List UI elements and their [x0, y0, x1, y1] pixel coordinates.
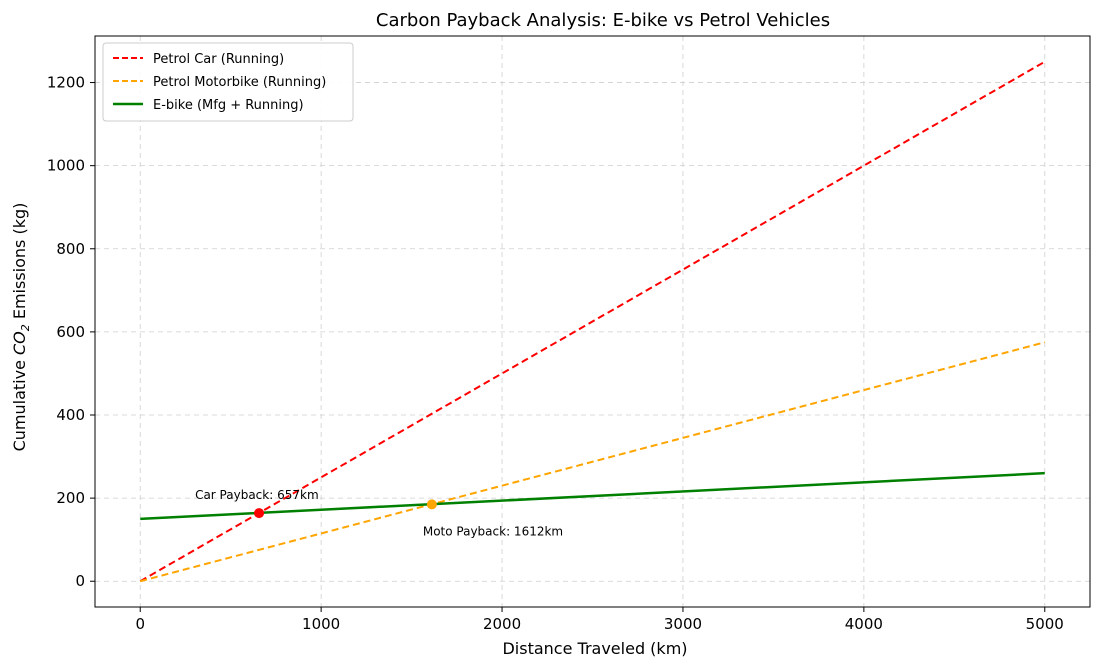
x-tick-label: 2000	[483, 615, 521, 633]
y-tick-label: 1200	[47, 74, 85, 92]
y-tick-label: 600	[56, 323, 85, 341]
y-tick-label: 400	[56, 406, 85, 424]
x-ticks: 0 1000 2000 3000 4000 5000	[135, 607, 1064, 633]
y-axis-label-co: CO	[10, 331, 29, 355]
x-axis-label: Distance Traveled (km)	[502, 639, 687, 658]
moto-payback-point	[426, 499, 437, 510]
x-tick-label: 0	[135, 615, 145, 633]
legend: Petrol Car (Running) Petrol Motorbike (Ru…	[102, 42, 354, 122]
series-layer	[139, 60, 1046, 583]
y-axis-label-prefix: Cumulative	[10, 355, 29, 451]
car-payback-label: Car Payback: 657km	[195, 488, 319, 502]
x-tick-label: 1000	[302, 615, 340, 633]
y-ticks: 0 200 400 600 800 1000 1200	[47, 74, 95, 590]
plot-frame	[94, 35, 1091, 608]
points-layer: Car Payback: 657km Moto Payback: 1612km	[195, 488, 563, 538]
y-tick-label: 200	[56, 489, 85, 507]
y-tick-label: 1000	[47, 157, 85, 175]
x-tick-label: 3000	[664, 615, 702, 633]
series-ebike-line	[140, 471, 1045, 521]
x-tick-label: 5000	[1026, 615, 1064, 633]
series-petrol-motorbike-line	[139, 341, 1046, 583]
chart-title: Carbon Payback Analysis: E-bike vs Petro…	[376, 10, 830, 31]
legend-petrol-car-label: Petrol Car (Running)	[153, 52, 284, 67]
legend-box	[102, 42, 354, 122]
legend-petrol-motorbike-label: Petrol Motorbike (Running)	[153, 75, 326, 90]
legend-ebike-label: E-bike (Mfg + Running)	[153, 98, 304, 113]
y-axis-label: Cumulative CO2 Emissions (kg)	[10, 203, 32, 452]
y-tick-label: 0	[75, 572, 85, 590]
x-tick-label: 4000	[845, 615, 883, 633]
y-axis-label-suffix: Emissions (kg)	[10, 203, 29, 325]
series-petrol-car-line	[139, 60, 1046, 583]
y-tick-label: 800	[56, 240, 85, 258]
car-payback-point	[254, 508, 265, 519]
y-axis-label-sub: 2	[19, 324, 32, 331]
moto-payback-label: Moto Payback: 1612km	[423, 524, 563, 538]
